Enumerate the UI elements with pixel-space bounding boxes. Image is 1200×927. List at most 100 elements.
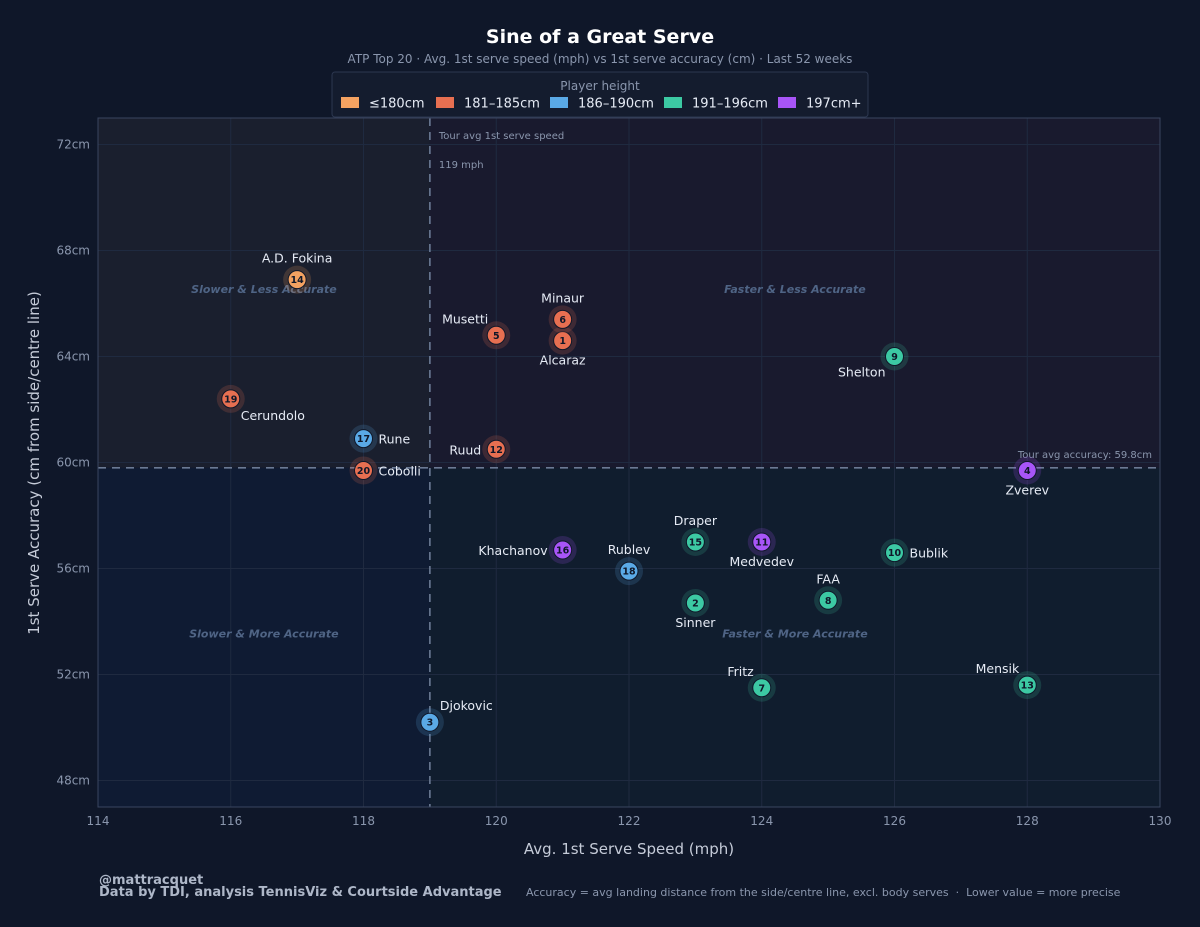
point-label: Alcaraz [540, 353, 586, 368]
point-label: Draper [674, 513, 718, 528]
point-rank: 3 [427, 718, 434, 729]
data-point [1017, 460, 1037, 480]
legend-swatch [341, 97, 359, 108]
data-point [553, 331, 573, 351]
point-rank: 10 [888, 548, 902, 559]
quadrant-bg-slower-more-accurate [98, 467, 430, 807]
point-label: Bublik [910, 546, 949, 561]
quadrant-label: Slower & More Accurate [189, 627, 339, 640]
legend-box [331, 71, 869, 118]
data-point [885, 543, 904, 563]
point-rank: 7 [758, 683, 765, 694]
quadrant-bg-faster-less-accurate [429, 118, 1160, 468]
point-rank: 20 [357, 466, 371, 477]
y-tick-label: 64cm [56, 350, 90, 364]
legend-entries: ≤180cm 181–185cm 186–190cm 191–196cm 197cm+ [341, 97, 862, 112]
x-tick-label: 120 [485, 814, 508, 828]
point-rank: 5 [493, 331, 500, 342]
chart-title: Sine of a Great Serve [486, 26, 714, 48]
legend-swatch [550, 97, 568, 108]
axis-ticks: 114 116 118 120 122 124 126 128 13048cm52cm56cm6… [56, 138, 1171, 829]
footer-credit: Data by TDI, analysis TennisViz & Courts… [99, 885, 502, 900]
point-label: Ruud [449, 442, 481, 457]
legend: Player height ≤180cm 181–185cm 186–190cm 19… [331, 71, 869, 118]
x-tick-label: 124 [750, 814, 773, 828]
point-rank: 12 [490, 445, 503, 456]
data-point [1017, 675, 1037, 695]
x-tick-label: 130 [1149, 814, 1172, 828]
quadrant-label: Faster & More Accurate [722, 627, 868, 640]
data-point [619, 561, 639, 581]
data-point [818, 590, 838, 610]
point-label: Fritz [727, 664, 754, 679]
y-tick-label: 56cm [56, 562, 90, 576]
quadrant-bg-slower-less-accurate [98, 118, 430, 468]
point-label: Minaur [541, 290, 585, 305]
x-tick-label: 128 [1016, 814, 1039, 828]
footer-handle: @mattracquet [99, 873, 203, 888]
legend-label: 181–185cm [464, 97, 540, 112]
reference-label-accuracy: Tour avg accuracy: 59.8cm [1017, 450, 1152, 461]
data-point [287, 270, 307, 290]
footer-note: Accuracy = avg landing distance from the… [526, 886, 1121, 899]
point-rank: 9 [891, 352, 898, 363]
data-point [885, 347, 904, 366]
quadrant-backgrounds [98, 118, 1160, 807]
point-label: Medvedev [729, 554, 794, 569]
point-rank: 2 [692, 598, 699, 609]
y-axis-label: 1st Serve Accuracy (cm from side/centre … [25, 291, 43, 635]
legend-swatch [436, 97, 454, 108]
point-label: Cerundolo [241, 408, 305, 423]
data-point [486, 325, 506, 345]
data-point [420, 712, 440, 732]
point-rank: 8 [825, 596, 832, 607]
point-rank: 19 [224, 394, 237, 405]
y-tick-label: 48cm [56, 774, 90, 788]
data-point [354, 460, 373, 480]
point-rank: 4 [1024, 466, 1031, 477]
data-point [354, 429, 373, 449]
data-point [553, 540, 573, 560]
data-point [553, 309, 573, 329]
point-rank: 14 [291, 275, 305, 286]
plot-border [97, 117, 1161, 808]
point-rank: 15 [689, 538, 702, 549]
reference-lines: Tour avg 1st serve speed 119 mph Tour avg … [98, 118, 1160, 807]
legend-label: 191–196cm [692, 97, 768, 112]
point-label: Khachanov [478, 543, 548, 558]
quadrant-label: Slower & Less Accurate [191, 283, 337, 296]
legend-swatch [664, 97, 682, 108]
point-rank: 6 [559, 315, 566, 326]
point-rank: 16 [556, 545, 570, 556]
legend-label: ≤180cm [369, 97, 425, 112]
x-tick-label: 116 [219, 814, 242, 828]
point-rank: 1 [559, 336, 566, 347]
y-tick-label: 60cm [56, 456, 90, 470]
point-rank: 11 [755, 538, 768, 549]
legend-label: 186–190cm [578, 97, 654, 112]
data-point [685, 532, 705, 552]
point-label: Shelton [838, 365, 886, 380]
point-rank: 18 [622, 567, 636, 578]
data-points: 1 Alcaraz 2 Sinner 3 Djokovic 4 Zverev 5 Musetti 6… [216, 251, 1050, 737]
point-rank: 13 [1021, 681, 1034, 692]
point-label: Rune [379, 432, 411, 447]
data-point [752, 678, 772, 698]
reference-value-speed: 119 mph [439, 160, 484, 171]
x-axis-label: Avg. 1st Serve Speed (mph) [524, 840, 734, 858]
data-point [685, 593, 705, 613]
reference-label-speed: Tour avg 1st serve speed [438, 131, 564, 142]
point-label: Cobolli [379, 463, 421, 478]
point-rank: 17 [357, 434, 370, 445]
point-label: Rublev [608, 542, 651, 557]
chart-subtitle: ATP Top 20 · Avg. 1st serve speed (mph) … [348, 52, 853, 66]
data-point [486, 439, 506, 459]
point-label: Djokovic [440, 698, 493, 713]
point-label: FAA [816, 571, 840, 586]
point-label: Sinner [675, 615, 716, 630]
point-label: Musetti [442, 311, 488, 326]
point-label: A.D. Fokina [262, 251, 333, 266]
legend-label: 197cm+ [806, 97, 862, 112]
point-label: Zverev [1005, 482, 1049, 497]
x-tick-label: 126 [883, 814, 906, 828]
